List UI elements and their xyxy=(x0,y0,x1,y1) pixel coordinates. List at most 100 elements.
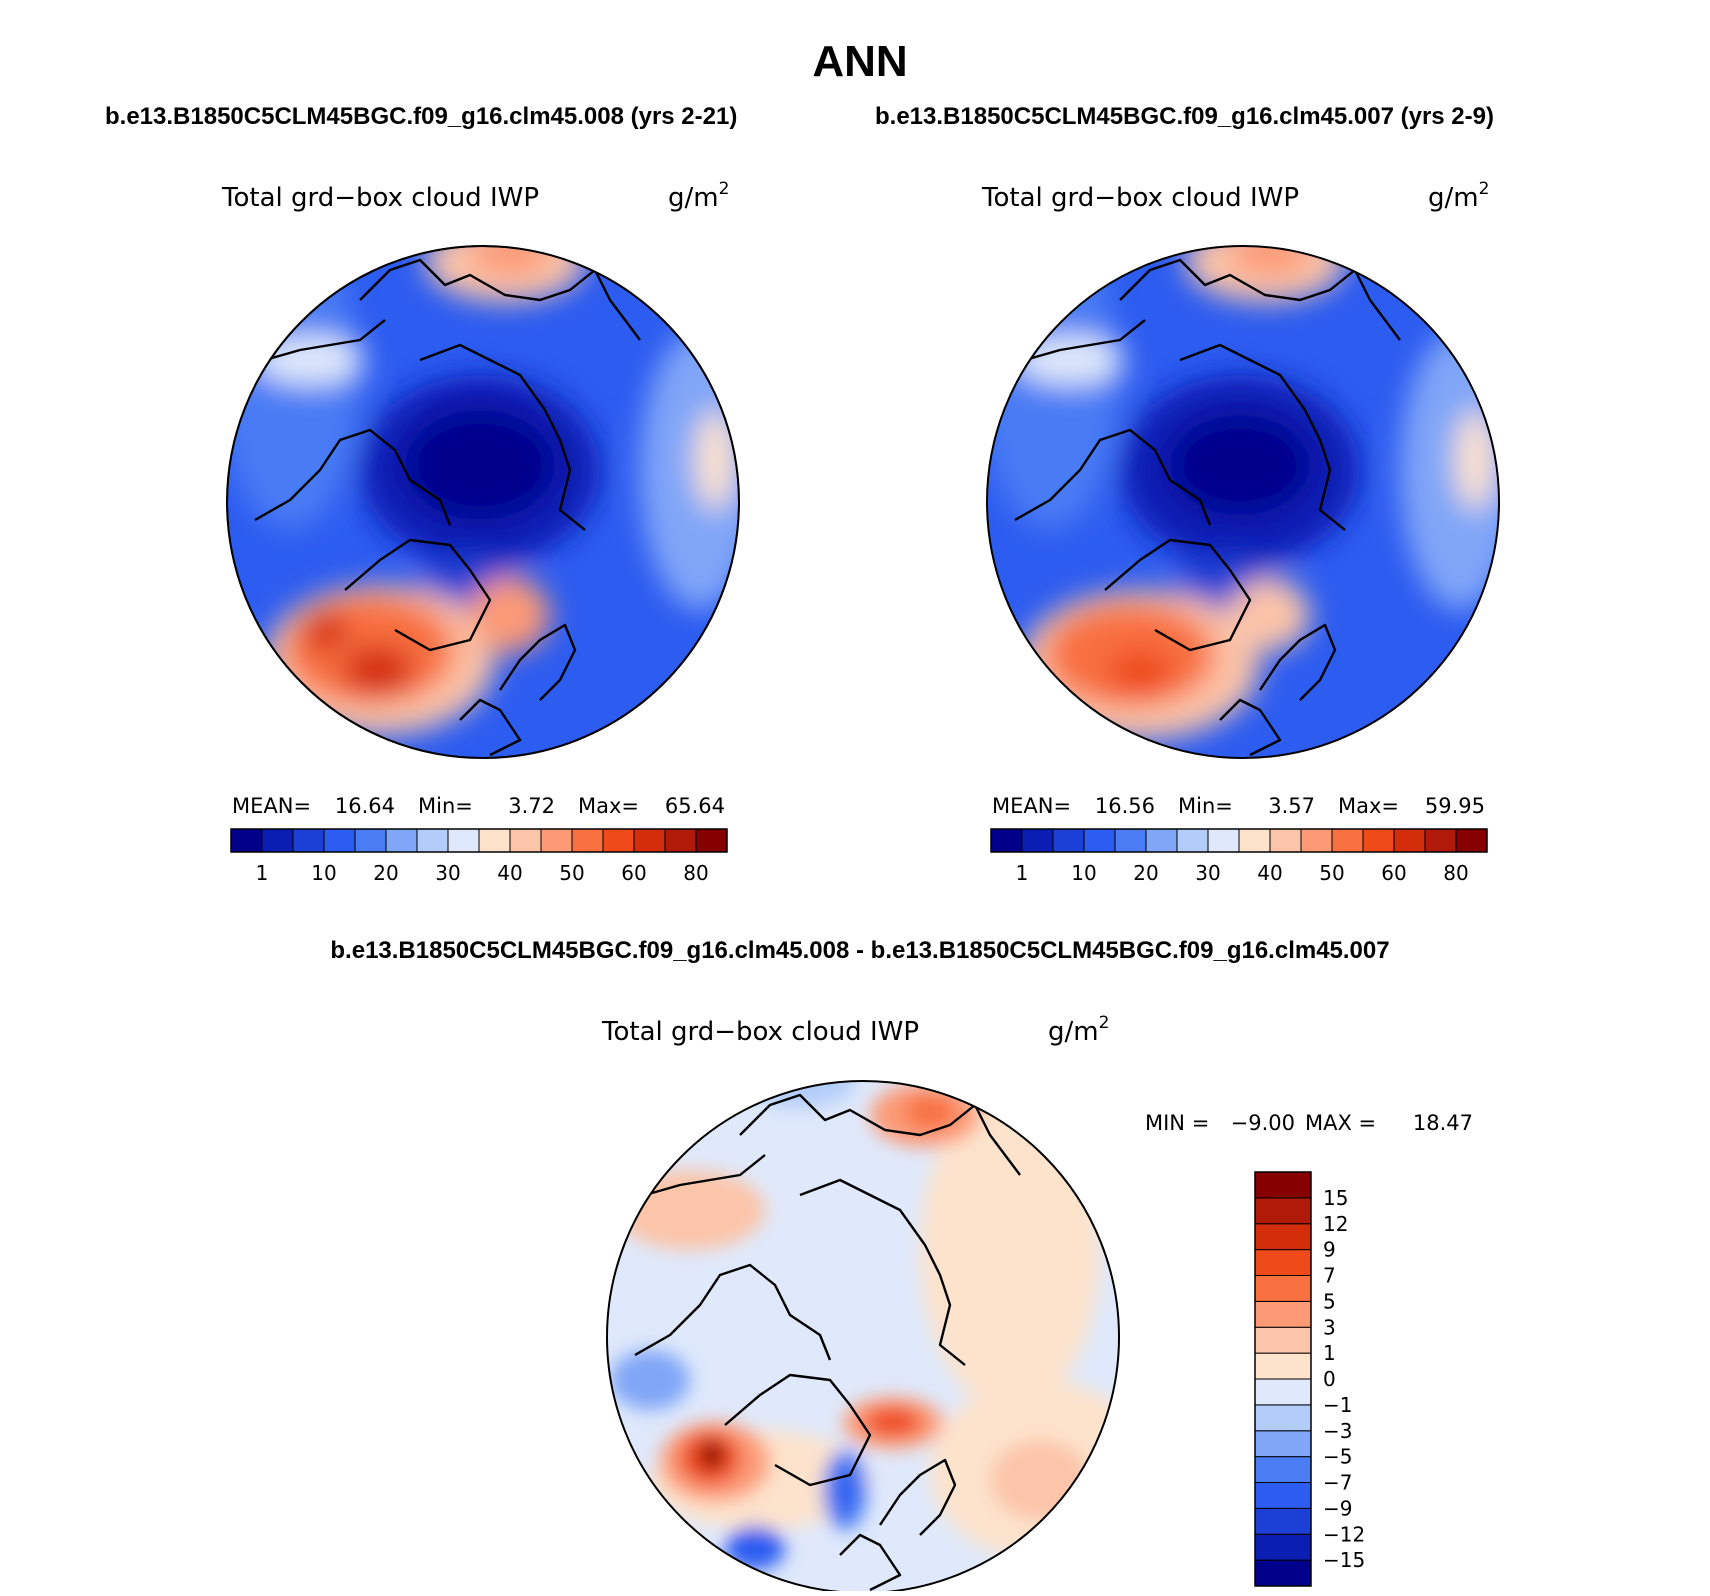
panel-b-colorbar-tick-label: 80 xyxy=(1443,861,1468,885)
panel-a-colorbar-tick-label: 60 xyxy=(621,861,646,885)
panel-c-max-value: 18.47 xyxy=(1413,1111,1473,1135)
panel-b-colorbar-tick-label: 50 xyxy=(1319,861,1344,885)
panel-c-colorbar-tick-label: 9 xyxy=(1323,1238,1336,1262)
panel-a-min-label: Min= xyxy=(418,794,473,818)
panel-b-units: g/m2 xyxy=(1428,179,1489,213)
panel-c-colorbar-tick-label: −7 xyxy=(1323,1471,1352,1495)
panel-a-colorbar-box xyxy=(354,828,387,853)
panel-b-coast-scandinavia xyxy=(1259,623,1337,701)
panel-a-coastlines xyxy=(254,258,641,757)
panel-c-pacific-positive xyxy=(920,1090,1100,1410)
panel-b-variable: Total grd−box cloud IWP xyxy=(981,183,1299,213)
panel-a-colorbar-frame xyxy=(230,828,728,853)
panel-b-coastlines xyxy=(1014,258,1401,757)
panel-c-min-value: −9.00 xyxy=(1231,1111,1295,1135)
panel-a-colorbar-box xyxy=(664,828,697,853)
panel-c-min-label: MIN = xyxy=(1145,1111,1209,1135)
panel-c-units-base: g/m xyxy=(1048,1017,1099,1047)
panel-c: Total grd−box cloud IWP g/m2 xyxy=(601,1013,1473,1594)
panel-a-colorbar-box xyxy=(230,828,263,853)
panel-a-pacific-east xyxy=(695,410,735,510)
panel-a-coast-scandinavia xyxy=(499,623,577,701)
panel-b-atlantic-peak xyxy=(1108,650,1172,694)
panel-b-colorbar-box xyxy=(1455,828,1488,853)
panel-a-colorbar-box xyxy=(447,828,480,853)
panel-c-colorbar-box xyxy=(1254,1197,1312,1225)
panel-c-west-negative xyxy=(610,1350,690,1410)
panel-c-siberia-negative xyxy=(745,1081,855,1108)
panel-b-coast-siberia xyxy=(1179,343,1346,531)
panel-b-colorbar: 1 10 20 30 40 50 60 80 xyxy=(990,828,1488,885)
panel-a-colorbar-box xyxy=(385,828,418,853)
panel-b-colorbar-box xyxy=(1145,828,1178,853)
panel-b-colorbar-tick-label: 60 xyxy=(1381,861,1406,885)
panel-c-norwegian-peak xyxy=(865,1408,921,1436)
panel-a-colorbar: 1 10 20 30 40 50 60 80 xyxy=(230,828,728,885)
panel-a-colorbar-box xyxy=(602,828,635,853)
panel-a-coast-europe xyxy=(459,698,522,757)
panel-b-min-value: 3.57 xyxy=(1268,794,1315,818)
panel-b-colorbar-tick-label: 1 xyxy=(1016,861,1029,885)
panel-a-colorbar-tick-label: 30 xyxy=(435,861,460,885)
panel-b-colorbar-box xyxy=(1083,828,1116,853)
panel-a-coast-alaska xyxy=(264,319,386,362)
panel-a-atlantic-peak xyxy=(343,645,413,695)
panel-b-units-exp: 2 xyxy=(1479,179,1490,199)
case-a-title: b.e13.B1850C5CLM45BGC.f09_g16.clm45.008 … xyxy=(105,103,737,130)
case-b-title: b.e13.B1850C5CLM45BGC.f09_g16.clm45.007 … xyxy=(875,103,1494,130)
panel-a-colorbar-box xyxy=(695,828,728,853)
panel-a-colorbar-box xyxy=(323,828,356,853)
panel-c-colorbar-box xyxy=(1254,1507,1312,1535)
panel-c-max-label: MAX = xyxy=(1305,1111,1376,1135)
panel-a-colorbar-tick-label: 10 xyxy=(311,861,336,885)
panel-c-colorbar-tick-label: −9 xyxy=(1323,1496,1352,1520)
panel-c-variable: Total grd−box cloud IWP xyxy=(601,1017,919,1047)
panel-a-border xyxy=(226,245,740,759)
panel-c-colorbar-box xyxy=(1254,1430,1312,1458)
panel-b-arctic-inner xyxy=(1170,415,1310,515)
panel-a-colorbar-box xyxy=(261,828,294,853)
panel-b-norwegian-sea xyxy=(1230,579,1310,651)
panel-c-coast-canada xyxy=(634,1263,832,1361)
panel-c-colorbar-box xyxy=(1254,1352,1312,1380)
panel-b-europe-band xyxy=(1015,335,1125,385)
panel-c-map xyxy=(607,1081,1119,1593)
panel-b-coast-europe xyxy=(1219,698,1282,757)
panel-b-pacific-east xyxy=(1455,410,1495,510)
panel-a-max-label: Max= xyxy=(578,794,639,818)
panel-a-min-value: 3.72 xyxy=(508,794,555,818)
panel-c-colorbar-box xyxy=(1254,1559,1312,1587)
panel-c-coastlines xyxy=(634,1093,1021,1592)
panel-c-alaska-positive xyxy=(615,1170,765,1250)
panel-a-colorbar-tick-label: 40 xyxy=(497,861,522,885)
panel-c-colorbar-tick-label: −12 xyxy=(1323,1522,1365,1546)
panel-a-colorbar-box xyxy=(416,828,449,853)
panel-a-north-pacific-peak xyxy=(470,246,550,276)
panel-a-arctic-inner xyxy=(405,410,555,520)
panel-a-norwegian-sea xyxy=(470,577,550,653)
panel-b-colorbar-box xyxy=(990,828,1023,853)
panel-b-coast-asia xyxy=(1119,258,1401,341)
panel-a-coast-greenland xyxy=(344,538,492,652)
panel-b-max-value: 59.95 xyxy=(1425,794,1485,818)
panel-a-colorbar-box xyxy=(540,828,573,853)
panel-a-coast-siberia xyxy=(419,343,586,531)
panel-c-colorbar-box xyxy=(1254,1300,1312,1328)
panel-a-colorbar-tick-label: 50 xyxy=(559,861,584,885)
panel-c-coast-greenland xyxy=(724,1373,872,1487)
panel-b-colorbar-tick-label: 10 xyxy=(1071,861,1096,885)
panel-c-colorbar-box xyxy=(1254,1404,1312,1432)
panel-b-colorbar-box xyxy=(1300,828,1333,853)
panel-a-colorbar-box xyxy=(571,828,604,853)
panel-a-colorbar-box xyxy=(292,828,325,853)
panel-a-colorbar-tick-label: 20 xyxy=(373,861,398,885)
panel-b-coast-canada xyxy=(1014,428,1212,526)
panel-a-labrador-peak xyxy=(303,610,347,650)
panel-a-map xyxy=(227,246,739,758)
panel-b-units-base: g/m xyxy=(1428,183,1479,213)
panel-b-colorbar-box xyxy=(1176,828,1209,853)
panel-a-mean-label: MEAN= xyxy=(232,794,311,818)
panel-b: Total grd−box cloud IWP g/m2 xyxy=(981,179,1500,885)
figure-title: ANN xyxy=(812,37,907,86)
